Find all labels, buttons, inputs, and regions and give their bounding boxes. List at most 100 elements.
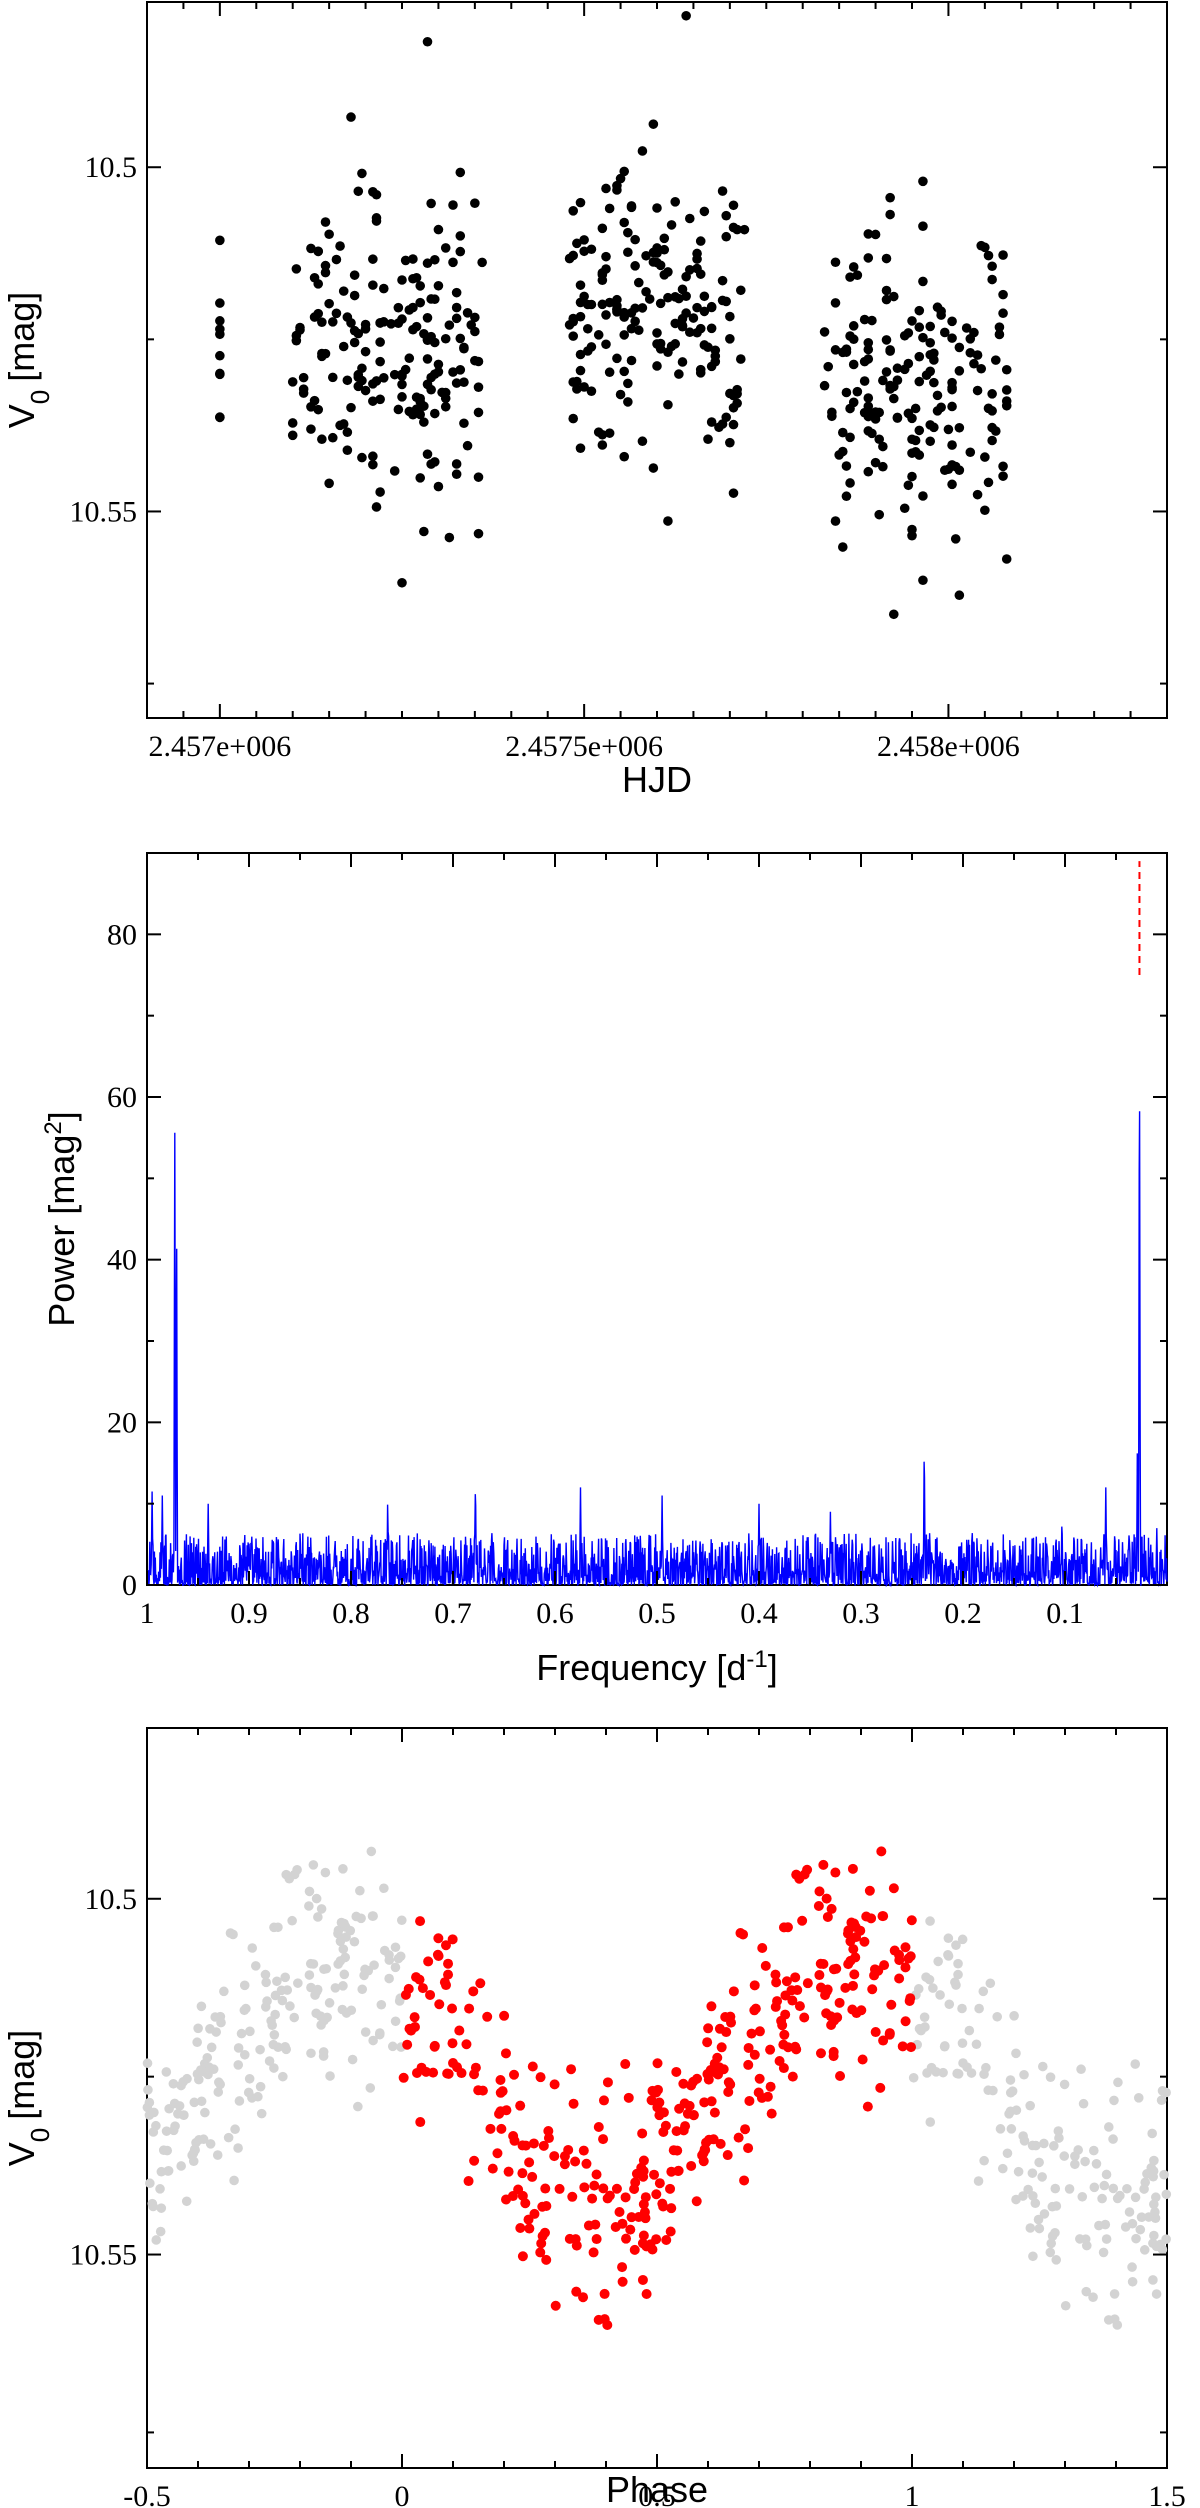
repeated-phase-point (179, 2110, 189, 2120)
phase-point (754, 2026, 765, 2037)
phase-point (652, 2102, 663, 2113)
repeated-phase-point (142, 2058, 153, 2069)
data-point (637, 146, 648, 156)
data-point (972, 350, 983, 360)
phase-point (602, 2193, 613, 2204)
phase-point (814, 1970, 825, 1981)
data-point (1001, 385, 1012, 395)
panel-phased-curve: -0.5 0 0.5 1 1.5 10.5 10.55 Phase V0[mag] (1, 1727, 1186, 2508)
phase-point (678, 2125, 689, 2136)
repeated-phase-point (1081, 2286, 1092, 2297)
repeated-phase-point (1060, 2300, 1071, 2311)
repeated-phase-point (390, 2016, 401, 2027)
phase-point (672, 2145, 683, 2156)
repeated-phase-point (260, 2002, 271, 2012)
data-point (586, 299, 597, 310)
phase-point (875, 2082, 886, 2093)
phase-point (406, 2025, 417, 2036)
data-point (681, 10, 691, 21)
repeated-phase-point (349, 1936, 360, 1947)
data-point (885, 209, 895, 220)
phase-point (878, 1911, 889, 1922)
repeated-phase-point (360, 2027, 371, 2037)
repeated-phase-point (1147, 2128, 1157, 2139)
phase-point (623, 2092, 634, 2103)
data-point (440, 393, 451, 404)
phase-point (787, 1995, 798, 2006)
data-point (393, 404, 404, 415)
repeated-phase-point (1148, 2275, 1158, 2285)
data-point (397, 275, 407, 285)
phase-point (815, 2048, 826, 2059)
data-point (725, 388, 735, 399)
phase-point (699, 2097, 710, 2108)
repeated-phase-point (921, 1972, 931, 1982)
data-point (888, 381, 899, 392)
x-axis-label: HJD (622, 759, 692, 800)
phase-point (447, 2003, 458, 2014)
data-point (597, 275, 608, 286)
phase-point (700, 2144, 711, 2155)
data-point (652, 361, 662, 371)
data-point (448, 200, 458, 210)
repeated-phase-point (324, 1998, 335, 2008)
phase-point (598, 2095, 609, 2106)
phase-point (821, 1986, 832, 1997)
data-point (601, 264, 611, 274)
phase-point (538, 2140, 549, 2151)
repeated-phase-point (1005, 2075, 1016, 2085)
phase-point (770, 1969, 781, 1980)
repeated-phase-point (228, 1929, 238, 1940)
phase-point (743, 2143, 754, 2154)
data-point (378, 373, 389, 383)
phase-point (894, 1955, 905, 1966)
repeated-phase-point (282, 1985, 293, 1995)
data-point (910, 435, 921, 446)
data-point (830, 257, 841, 268)
data-point (684, 213, 695, 224)
data-point (459, 342, 469, 353)
data-point (295, 322, 305, 333)
data-point (918, 176, 928, 187)
data-point (655, 298, 666, 309)
data-point (706, 417, 717, 427)
phase-point (415, 1916, 426, 1927)
data-point (455, 231, 466, 241)
repeated-phase-point (1045, 2247, 1056, 2258)
data-point (863, 393, 874, 403)
x-tick-label: 0 (395, 2480, 410, 2508)
repeated-phase-point (205, 2023, 215, 2034)
y-axis-label: V0[mag] (1, 2030, 55, 2167)
phase-point (866, 1913, 877, 1924)
phase-point (698, 2156, 709, 2167)
repeated-phase-point (935, 1990, 945, 2000)
phase-point (847, 1863, 858, 1874)
data-point (357, 168, 367, 179)
repeated-phase-point (379, 1883, 389, 1894)
phase-point (398, 2072, 409, 2083)
data-point (346, 402, 356, 413)
repeated-phase-point (285, 2001, 295, 2011)
data-point (892, 363, 903, 374)
data-point (998, 471, 1008, 481)
phase-point (415, 2117, 426, 2128)
phase-point (591, 2234, 602, 2245)
data-point (732, 384, 742, 395)
phase-point (673, 2165, 684, 2176)
data-point (735, 354, 746, 364)
repeated-phase-point (1143, 2212, 1154, 2222)
repeated-phase-point (333, 1928, 343, 1939)
data-point (440, 333, 451, 344)
repeated-phase-point (247, 1943, 258, 1953)
phase-point (651, 2189, 662, 2200)
data-point (943, 464, 954, 475)
phase-point (412, 2067, 423, 2078)
repeated-phase-point (202, 2052, 213, 2063)
repeated-phase-point (1046, 2238, 1057, 2249)
phase-point (528, 2138, 539, 2149)
repeated-phase-point (213, 2087, 224, 2097)
repeated-phase-point (261, 1977, 271, 1988)
data-point (947, 384, 957, 395)
data-point (830, 345, 841, 355)
data-point (845, 272, 855, 282)
